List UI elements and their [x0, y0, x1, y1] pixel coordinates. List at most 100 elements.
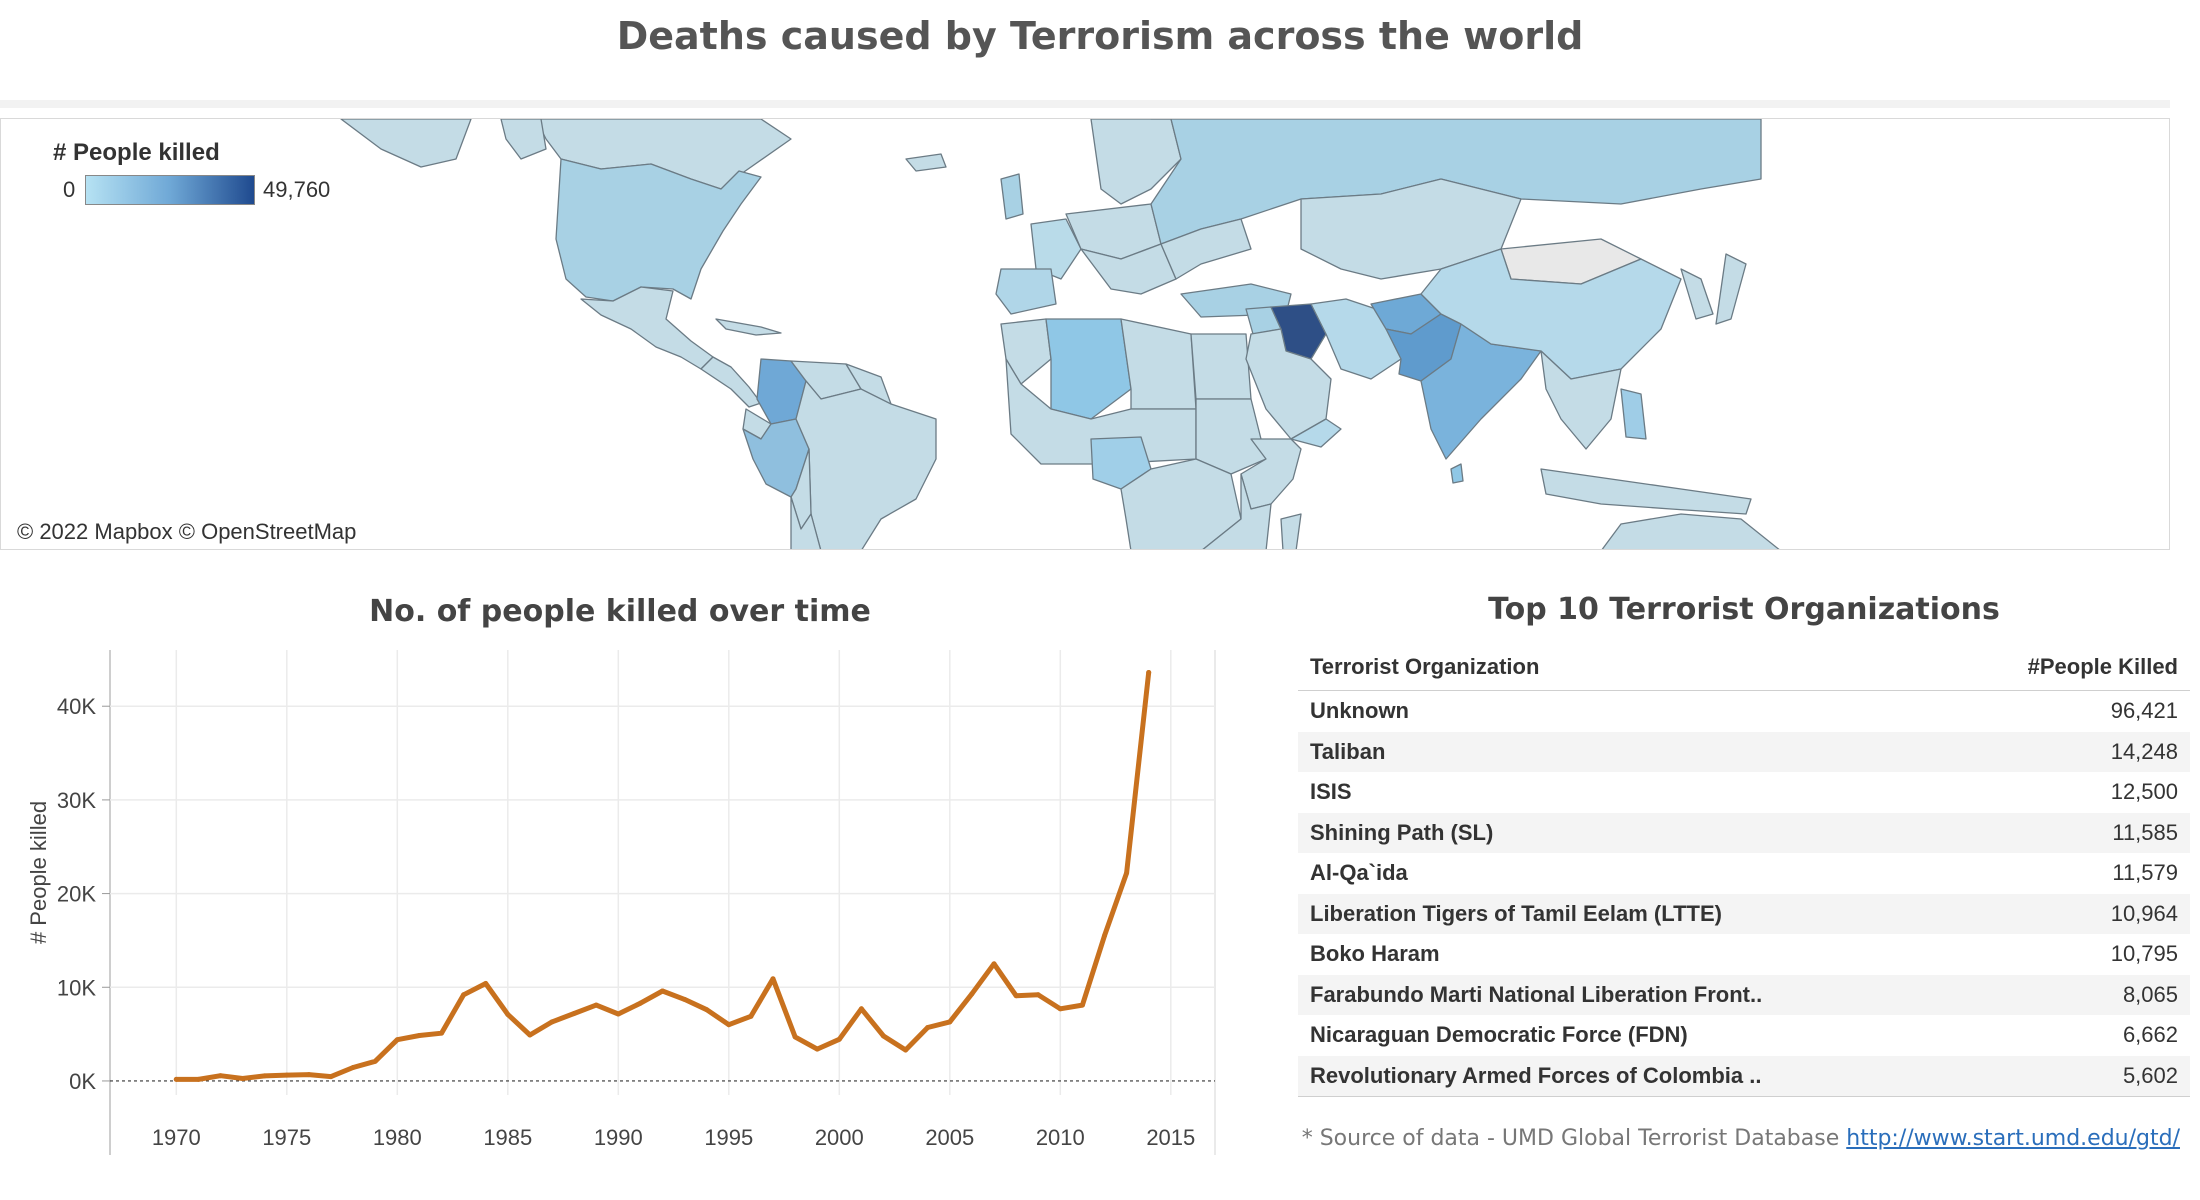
data-point	[1079, 1002, 1085, 1008]
line-chart-title: No. of people killed over time	[369, 594, 871, 629]
data-point	[947, 1019, 953, 1025]
region-egypt	[1190, 333, 1252, 400]
table-bottom-rule	[1298, 1096, 2190, 1097]
region-philippines	[1620, 388, 1647, 440]
region-ukraine	[1160, 218, 1252, 280]
title-divider	[0, 100, 2170, 108]
x-tick-label: 1980	[373, 1125, 422, 1150]
region-japan	[1715, 253, 1747, 325]
region-sri-lanka	[1450, 463, 1464, 484]
region-algeria	[1045, 318, 1132, 420]
region-greenland	[340, 119, 472, 168]
org-name-cell: Farabundo Marti National Liberation Fron…	[1310, 981, 1763, 1007]
source-text: * Source of data - UMD Global Terrorist …	[1301, 1126, 1840, 1151]
table-row[interactable]: Unknown 96,421	[1298, 691, 2190, 732]
region-sudan	[1195, 398, 1267, 475]
y-tick-label: 40K	[57, 694, 96, 719]
table-row[interactable]: Boko Haram 10,795	[1298, 934, 2190, 975]
column-header-killed[interactable]: #People Killed	[2027, 654, 2178, 679]
data-point	[240, 1076, 246, 1082]
region-uk	[1000, 173, 1024, 220]
data-point	[1013, 993, 1019, 999]
source-note: * Source of data - UMD Global Terrorist …	[1302, 1126, 2180, 1151]
org-name-cell: Al-Qa`ida	[1310, 860, 1408, 885]
region-central-america	[700, 356, 762, 408]
series-line-people-killed	[173, 670, 1152, 1082]
table-row[interactable]: ISIS 12,500	[1298, 772, 2190, 813]
region-saudi	[1245, 328, 1332, 440]
data-point	[770, 976, 776, 982]
data-point	[814, 1046, 820, 1052]
data-point	[836, 1036, 842, 1042]
region-iberia	[995, 268, 1057, 315]
data-point	[195, 1076, 201, 1082]
y-tick-label: 10K	[57, 975, 96, 1000]
table-row[interactable]: Al-Qa`ida 11,579	[1298, 853, 2190, 894]
people-killed-cell: 11,585	[2112, 819, 2178, 845]
x-tick-label: 2000	[815, 1125, 864, 1150]
data-point	[792, 1034, 798, 1040]
data-point	[925, 1025, 931, 1031]
data-point	[173, 1076, 179, 1082]
data-point	[505, 1011, 511, 1017]
dashboard-title: Deaths caused by Terrorism across the wo…	[616, 14, 1584, 58]
region-iran	[1310, 298, 1402, 380]
people-killed-cell: 10,964	[2110, 900, 2178, 926]
people-killed-cell: 12,500	[2110, 779, 2178, 804]
legend-color-bar	[85, 175, 255, 205]
column-header-org[interactable]: Terrorist Organization	[1310, 654, 1540, 679]
data-point	[394, 1037, 400, 1043]
region-indonesia	[1540, 468, 1752, 515]
org-name-cell: Nicaraguan Democratic Force (FDN)	[1310, 1022, 1688, 1047]
x-tick-label: 1975	[262, 1125, 311, 1150]
world-map-panel[interactable]: # People killed 0 49,760 © 2022 Mapbox ©…	[0, 118, 2170, 550]
table-row[interactable]: Liberation Tigers of Tamil Eelam (LTTE) 1…	[1298, 893, 2190, 934]
region-india	[1420, 323, 1542, 460]
people-killed-cell: 11,579	[2112, 860, 2178, 885]
data-point	[483, 981, 489, 987]
people-killed-cell: 6,662	[2122, 1022, 2178, 1047]
data-point	[1124, 870, 1130, 876]
data-point	[1057, 1006, 1063, 1012]
region-morocco	[1000, 318, 1052, 385]
data-point	[903, 1047, 909, 1053]
region-libya	[1120, 318, 1197, 410]
region-australia	[1601, 513, 1780, 549]
table-row[interactable]: Taliban 14,248	[1298, 731, 2190, 772]
data-point	[284, 1072, 290, 1078]
data-point	[328, 1074, 334, 1080]
region-yemen-oman	[1290, 418, 1342, 448]
table-row[interactable]: Farabundo Marti National Liberation Fron…	[1298, 974, 2190, 1015]
data-point	[372, 1058, 378, 1064]
legend-max-label: 49,760	[263, 177, 331, 202]
region-usa	[555, 158, 762, 302]
table-header: Terrorist Organization #People Killed	[1298, 648, 2190, 691]
source-link[interactable]: http://www.start.umd.edu/gtd/	[1846, 1126, 2180, 1151]
region-brazil	[795, 380, 937, 549]
data-point	[571, 1010, 577, 1016]
legend-scale: 0 49,760	[53, 173, 353, 207]
region-cuba	[715, 318, 782, 336]
data-point	[858, 1006, 864, 1012]
data-point	[1102, 933, 1107, 939]
table-row[interactable]: Revolutionary Armed Forces of Colombia .…	[1298, 1055, 2190, 1096]
y-axis-label: # People killed	[26, 801, 51, 944]
data-point	[615, 1011, 621, 1017]
table-title: Top 10 Terrorist Organizations	[1488, 592, 2000, 627]
map-attribution[interactable]: © 2022 Mapbox © OpenStreetMap	[11, 517, 363, 547]
world-map[interactable]	[1, 119, 2170, 550]
org-name-cell: ISIS	[1310, 779, 1352, 804]
org-name-cell: Taliban	[1310, 738, 1386, 764]
x-tick-label: 1995	[704, 1125, 753, 1150]
x-tick-label: 2015	[1146, 1125, 1195, 1150]
data-point	[549, 1019, 555, 1025]
region-east-africa	[1202, 473, 1272, 549]
line-chart[interactable]: 1970 1975 1980 1985 1990 1995 2000 2005 2010 2015…	[0, 640, 1230, 1160]
data-point	[350, 1064, 356, 1070]
data-point	[881, 1033, 886, 1039]
table-row[interactable]: Shining Path (SL) 11,585	[1298, 812, 2190, 853]
org-name-cell: Liberation Tigers of Tamil Eelam (LTTE)	[1310, 900, 1722, 926]
table-row[interactable]: Nicaraguan Democratic Force (FDN) 6,662	[1298, 1015, 2190, 1056]
data-point	[704, 1007, 710, 1013]
region-madagascar	[1280, 513, 1302, 549]
